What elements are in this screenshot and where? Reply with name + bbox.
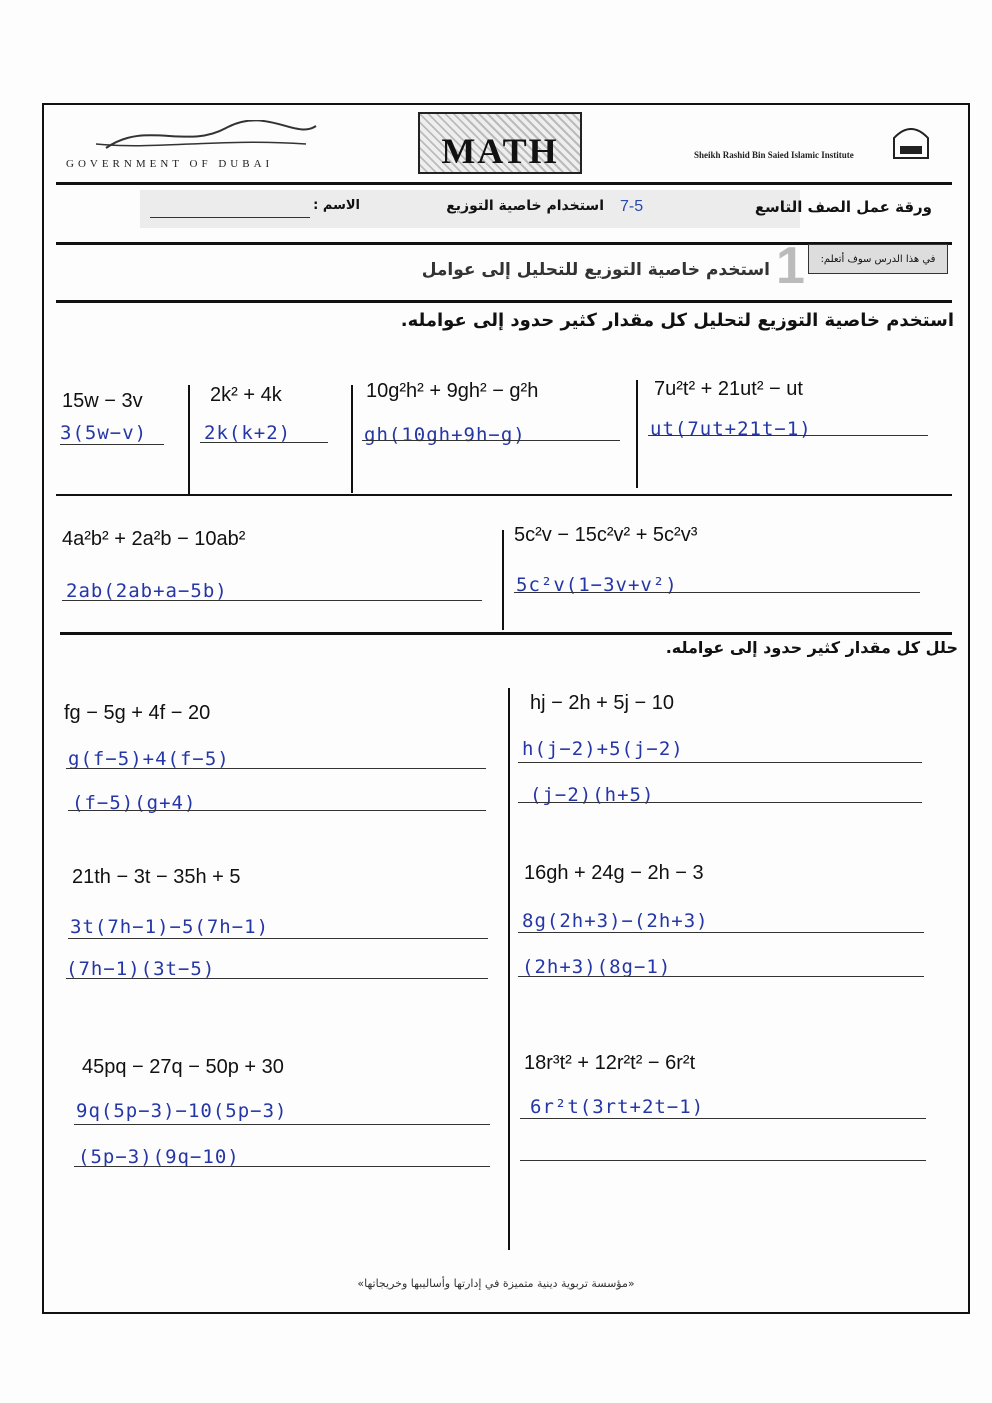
section1-instruction: استخدم خاصية التوزيع لتحليل كل مقدار كثي… xyxy=(400,310,954,331)
section2-instruction: حلل كل مقدار كثير حدود إلى عوامله. xyxy=(665,638,958,657)
handwritten-step2[interactable]: (j−2)(h+5) xyxy=(530,784,655,806)
math-logo: MATH xyxy=(418,112,582,174)
handwritten-answer[interactable]: 3(5w−v) xyxy=(60,422,148,444)
cell-divider xyxy=(502,530,504,630)
handwritten-step2[interactable]: (5p−3)(9q−10) xyxy=(78,1146,240,1168)
cell-divider xyxy=(508,688,510,1250)
lesson-title: استخدام خاصية التوزيع xyxy=(446,198,604,214)
dubai-government-logo: GOVERNMENT OF DUBAI xyxy=(66,119,326,170)
handwritten-step2[interactable]: (f−5)(g+4) xyxy=(72,792,197,814)
problem-expression: 15w − 3v xyxy=(62,390,143,412)
answer-line xyxy=(60,444,164,445)
problem-expression: 5c²v − 15c²v² + 5c²v³ xyxy=(514,524,698,546)
answer-line xyxy=(648,435,928,436)
answer-line xyxy=(68,938,488,939)
answer-line xyxy=(200,442,328,443)
footer-motto: «مؤسسة تربوية دينية متميزة في إدارتها وأ… xyxy=(357,1277,635,1290)
handwritten-step2[interactable]: (2h+3)(8g−1) xyxy=(522,956,672,978)
answer-line xyxy=(518,932,924,933)
handwritten-step2[interactable]: (7h−1)(3t−5) xyxy=(66,958,216,980)
answer-line xyxy=(520,1118,926,1119)
answer-line xyxy=(514,592,920,593)
answer-line xyxy=(74,1124,490,1125)
lesson-number: 7-5 xyxy=(620,198,644,215)
handwritten-answer[interactable]: 2k(k+2) xyxy=(204,422,292,444)
divider xyxy=(56,242,952,245)
answer-line xyxy=(74,1166,490,1167)
cell-divider xyxy=(188,385,190,495)
problem-expression: 10g²h² + 9gh² − g²h xyxy=(366,380,539,402)
divider xyxy=(56,494,952,496)
handwritten-answer[interactable]: 2ab(2ab+a−5b) xyxy=(66,580,228,602)
problem-expression: fg − 5g + 4f − 20 xyxy=(64,702,211,724)
problem-expression: 4a²b² + 2a²b − 10ab² xyxy=(62,528,246,550)
objective-label: في هذا الدرس سوف أتعلم: xyxy=(808,244,948,274)
answer-line xyxy=(66,978,488,979)
name-field[interactable] xyxy=(150,217,310,218)
problem-expression: 2k² + 4k xyxy=(210,384,282,406)
cell-divider xyxy=(351,385,353,493)
divider xyxy=(56,300,952,303)
institute-logo: Sheikh Rashid Bin Saied Islamic Institut… xyxy=(690,120,940,165)
mosque-emblem-icon xyxy=(893,128,929,159)
answer-line xyxy=(518,976,924,977)
answer-line xyxy=(62,600,482,601)
cell-divider xyxy=(636,380,638,488)
handwritten-step1[interactable]: 9q(5p−3)−10(5p−3) xyxy=(76,1100,288,1122)
problem-expression: hj − 2h + 5j − 10 xyxy=(530,692,675,714)
answer-line xyxy=(362,440,620,441)
problem-expression: 45pq − 27q − 50p + 30 xyxy=(82,1056,284,1078)
divider xyxy=(60,632,952,635)
handwritten-step1[interactable]: 6r²t(3rt+2t−1) xyxy=(530,1096,705,1118)
problem-expression: 16gh + 24g − 2h − 3 xyxy=(524,862,704,884)
name-label: الاسم : xyxy=(313,198,360,213)
lesson-bar xyxy=(140,190,800,228)
answer-line xyxy=(66,768,486,769)
objective-number: 1 xyxy=(776,237,805,295)
handwritten-answer[interactable]: gh(10gh+9h−g) xyxy=(364,424,526,446)
problem-expression: 21th − 3t − 35h + 5 xyxy=(72,866,241,888)
handwritten-step1[interactable]: g(f−5)+4(f−5) xyxy=(68,748,230,770)
answer-line xyxy=(520,1160,926,1161)
handwritten-step1[interactable]: 3t(7h−1)−5(7h−1) xyxy=(70,916,270,938)
divider xyxy=(56,182,952,185)
handwritten-step1[interactable]: h(j−2)+5(j−2) xyxy=(522,738,684,760)
page-border xyxy=(42,103,970,1314)
problem-expression: 7u²t² + 21ut² − ut xyxy=(654,378,803,400)
answer-line xyxy=(518,762,922,763)
calligraphy-emblem-icon xyxy=(95,119,317,149)
problem-expression: 18r³t² + 12r²t² − 6r²t xyxy=(524,1052,696,1074)
worksheet-title: ورقة عمل الصف التاسع xyxy=(754,198,932,216)
handwritten-answer[interactable]: ut(7ut+21t−1) xyxy=(650,418,812,440)
handwritten-step1[interactable]: 8g(2h+3)−(2h+3) xyxy=(522,910,709,932)
answer-line xyxy=(518,802,922,803)
objective-text: استخدم خاصية التوزيع للتحليل إلى عوامل xyxy=(421,260,770,280)
handwritten-answer[interactable]: 5c²v(1−3v+v²) xyxy=(516,574,678,596)
answer-line xyxy=(68,810,486,811)
